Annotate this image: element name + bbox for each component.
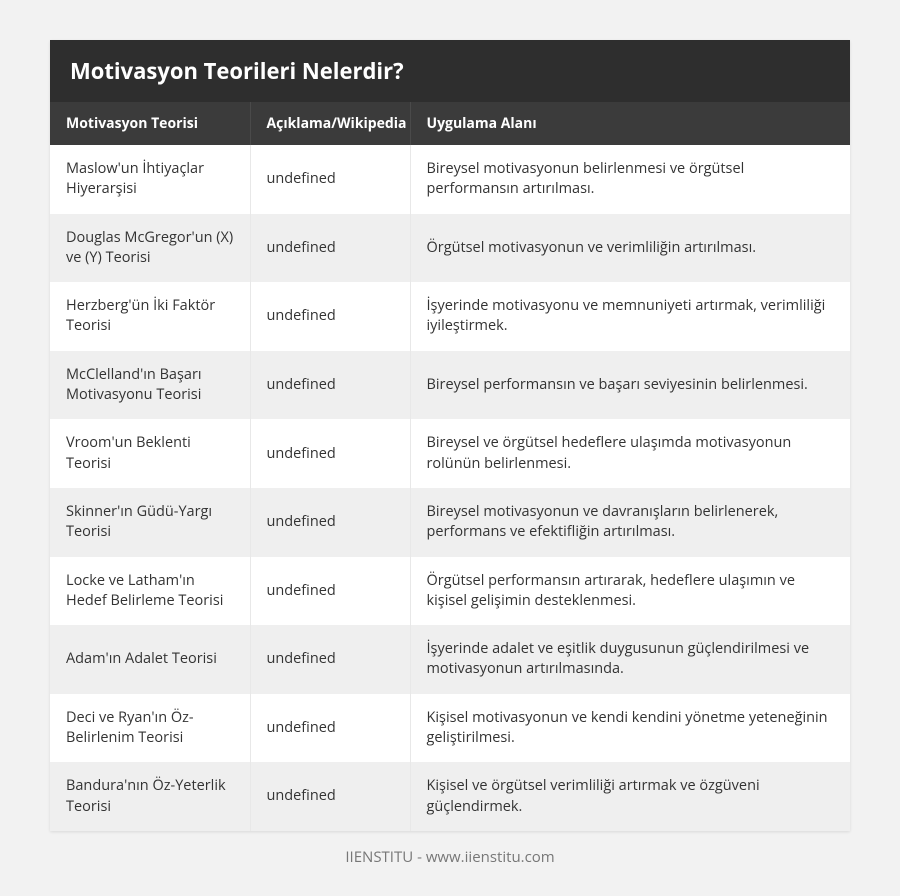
cell-theory: Vroom'un Beklenti Teorisi	[50, 419, 250, 488]
motivation-theories-table: Motivasyon Teorisi Açıklama/Wikipedia Uy…	[50, 102, 850, 831]
cell-description: undefined	[250, 694, 410, 763]
cell-application: Bireysel motivasyonun belirlenmesi ve ör…	[410, 145, 850, 214]
table-row: Herzberg'ün İki Faktör Teorisi undefined…	[50, 282, 850, 351]
table-row: Douglas McGregor'un (X) ve (Y) Teorisi u…	[50, 214, 850, 283]
table-row: Deci ve Ryan'ın Öz-Belirlenim Teorisi un…	[50, 694, 850, 763]
cell-description: undefined	[250, 557, 410, 626]
table-row: McClelland'ın Başarı Motivasyonu Teorisi…	[50, 351, 850, 420]
table-row: Skinner'ın Güdü-Yargı Teorisi undefined …	[50, 488, 850, 557]
table-row: Locke ve Latham'ın Hedef Belirleme Teori…	[50, 557, 850, 626]
footer-attribution: IIENSTITU - www.iienstitu.com	[50, 831, 850, 867]
cell-theory: Locke ve Latham'ın Hedef Belirleme Teori…	[50, 557, 250, 626]
cell-application: Bireysel ve örgütsel hedeflere ulaşımda …	[410, 419, 850, 488]
cell-theory: Skinner'ın Güdü-Yargı Teorisi	[50, 488, 250, 557]
cell-application: Kişisel ve örgütsel verimliliği artırmak…	[410, 762, 850, 831]
cell-description: undefined	[250, 762, 410, 831]
cell-application: İşyerinde motivasyonu ve memnuniyeti art…	[410, 282, 850, 351]
col-header-application: Uygulama Alanı	[410, 102, 850, 145]
cell-description: undefined	[250, 488, 410, 557]
cell-application: Örgütsel motivasyonun ve verimliliğin ar…	[410, 214, 850, 283]
table-row: Adam'ın Adalet Teorisi undefined İşyerin…	[50, 625, 850, 694]
cell-application: İşyerinde adalet ve eşitlik duygusunun g…	[410, 625, 850, 694]
cell-description: undefined	[250, 351, 410, 420]
cell-application: Bireysel performansın ve başarı seviyesi…	[410, 351, 850, 420]
cell-theory: Bandura'nın Öz-Yeterlik Teorisi	[50, 762, 250, 831]
cell-application: Örgütsel performansın artırarak, hedefle…	[410, 557, 850, 626]
table-row: Maslow'un İhtiyaçlar Hiyerarşisi undefin…	[50, 145, 850, 214]
cell-theory: Maslow'un İhtiyaçlar Hiyerarşisi	[50, 145, 250, 214]
cell-theory: Adam'ın Adalet Teorisi	[50, 625, 250, 694]
table-body: Maslow'un İhtiyaçlar Hiyerarşisi undefin…	[50, 145, 850, 831]
table-row: Bandura'nın Öz-Yeterlik Teorisi undefine…	[50, 762, 850, 831]
table-row: Vroom'un Beklenti Teorisi undefined Bire…	[50, 419, 850, 488]
col-header-description: Açıklama/Wikipedia	[250, 102, 410, 145]
cell-description: undefined	[250, 282, 410, 351]
table-card: Motivasyon Teorileri Nelerdir? Motivasyo…	[50, 40, 850, 831]
cell-theory: Douglas McGregor'un (X) ve (Y) Teorisi	[50, 214, 250, 283]
cell-application: Kişisel motivasyonun ve kendi kendini yö…	[410, 694, 850, 763]
cell-theory: Herzberg'ün İki Faktör Teorisi	[50, 282, 250, 351]
cell-description: undefined	[250, 625, 410, 694]
cell-description: undefined	[250, 214, 410, 283]
cell-application: Bireysel motivasyonun ve davranışların b…	[410, 488, 850, 557]
table-title: Motivasyon Teorileri Nelerdir?	[50, 40, 850, 102]
cell-description: undefined	[250, 145, 410, 214]
table-header-row: Motivasyon Teorisi Açıklama/Wikipedia Uy…	[50, 102, 850, 145]
cell-description: undefined	[250, 419, 410, 488]
cell-theory: Deci ve Ryan'ın Öz-Belirlenim Teorisi	[50, 694, 250, 763]
col-header-theory: Motivasyon Teorisi	[50, 102, 250, 145]
cell-theory: McClelland'ın Başarı Motivasyonu Teorisi	[50, 351, 250, 420]
